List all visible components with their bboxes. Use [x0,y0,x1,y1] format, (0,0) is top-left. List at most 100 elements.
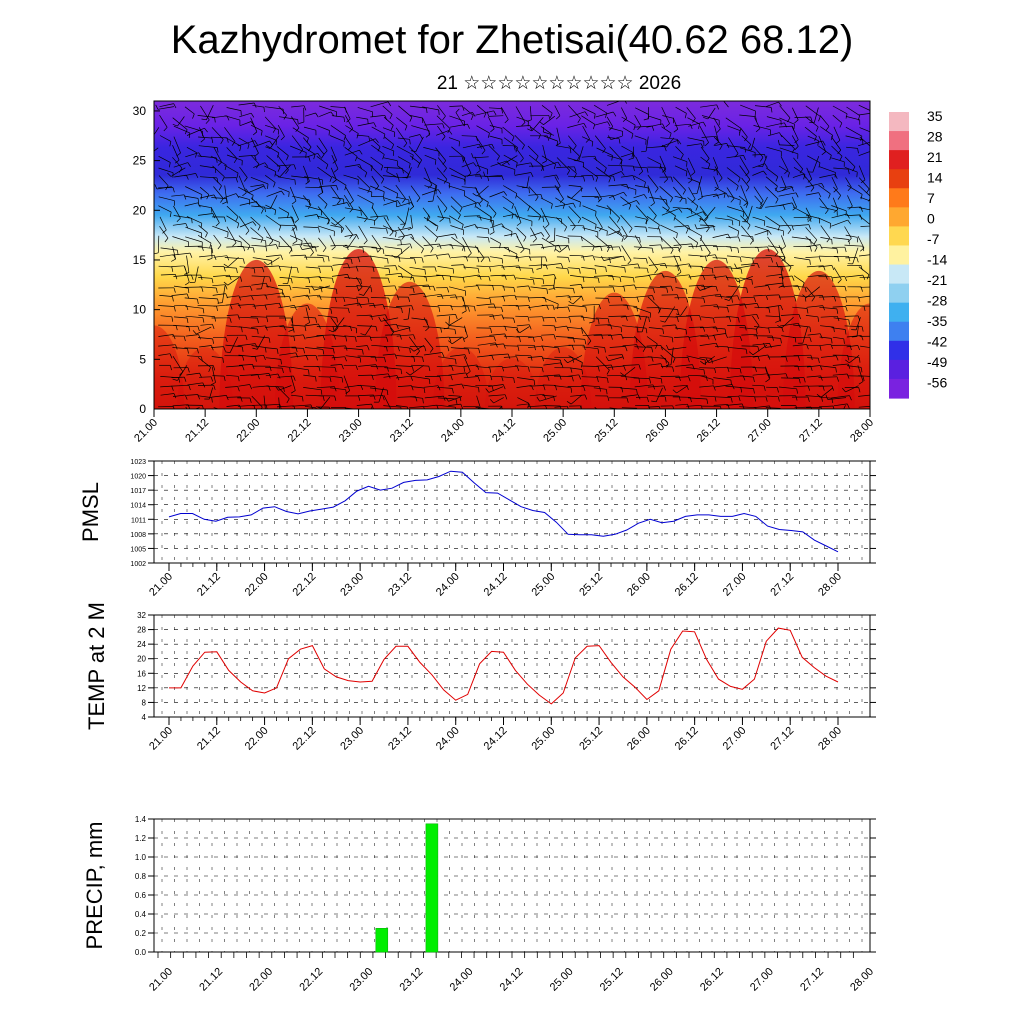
wind-barb [515,267,534,274]
wind-barb [332,202,350,208]
wind-barb [549,227,556,243]
wind-barb [251,282,269,288]
wind-barb [660,375,681,382]
wind-barb [250,137,259,157]
wind-barb [700,395,717,402]
wind-barb [445,317,463,326]
wind-barb [371,247,385,254]
wind-barb [806,214,820,224]
wind-barb [160,274,178,280]
colorbar-band [889,316,909,323]
colorbar-band [889,112,909,118]
wind-barb [753,294,769,301]
pmsl-x-tick-label: 25.00 [529,571,557,599]
wind-barb [198,213,216,219]
wind-barb [290,324,307,332]
wind-barb [740,104,756,117]
wind-barb [450,296,464,302]
wind-barb [276,146,289,161]
cs-x-tick-label: 27.12 [797,417,825,445]
cs-y-tick-label: 0 [139,402,146,416]
wind-barb [686,207,702,222]
wind-barb [752,163,768,169]
temp-y-tick-label: 20 [137,655,146,664]
wind-barb [843,405,846,409]
wind-barb [712,333,728,339]
wind-barb [198,277,214,284]
wind-barb [832,373,850,379]
wind-barb [159,226,169,243]
wind-barb [198,136,214,143]
wind-barb [159,115,168,132]
wind-barb [765,101,782,107]
wind-barb [292,286,311,294]
wind-barb [791,135,799,151]
wind-barb [502,317,516,323]
colorbar-band [889,216,909,223]
precip-x-tick-label: 21.12 [197,966,225,994]
wind-barb [674,195,687,204]
colorbar-band [889,154,909,161]
wind-barb [211,346,226,352]
wind-barb [172,252,193,258]
wind-barb [807,385,825,391]
wind-barb [238,196,250,205]
temp-x-tick-label: 24.12 [482,725,510,753]
wind-barb [463,256,480,263]
wind-barb [620,375,641,383]
wind-barb [705,356,727,364]
wind-barb [304,347,325,355]
wind-barb [251,294,268,300]
wind-barb [445,396,463,402]
colorbar-band [889,259,909,266]
wind-barb [437,216,451,224]
wind-barb [437,125,446,141]
wind-barb [488,116,495,133]
wind-barb [807,135,819,146]
wind-barb [238,216,250,235]
colorbar-label: -42 [927,334,947,350]
wind-barb [159,135,172,147]
wind-barb [503,335,521,343]
wind-barb [807,155,821,168]
precip-x-tick-label: 25.12 [598,966,626,994]
colorbar-label: 21 [927,149,943,165]
wind-barb [819,336,833,344]
colorbar-label: -7 [927,231,940,247]
colorbar-band [889,135,909,142]
wind-barb [384,294,400,300]
wind-barb [192,326,212,335]
wind-barb [250,184,266,190]
wind-barb [172,236,189,247]
wind-barb [793,294,807,302]
wind-barb [580,326,592,346]
precip-y-tick-label: 0.0 [135,948,147,957]
wind-barb [712,157,719,172]
wind-barb [699,326,718,332]
wind-barb [621,225,628,241]
wind-barb [385,334,402,340]
wind-barb [483,171,502,177]
wind-barb [740,127,748,142]
wind-barb [251,275,272,282]
wind-barb [765,407,781,409]
wind-barb [476,143,495,149]
wind-barb [224,257,245,264]
wind-barb [554,385,573,393]
wind-barb [686,315,702,321]
wind-barb [204,387,214,400]
wind-barb [553,375,574,382]
wind-barb [820,355,839,361]
temp-x-tick-label: 22.12 [291,725,319,753]
wind-barb [634,267,649,274]
wind-barb [185,404,204,409]
wind-barb [370,297,391,303]
wind-barb [370,156,384,171]
wind-barb [382,127,396,138]
wind-barb [805,140,826,146]
wind-barb [675,146,684,160]
colorbar-band [889,336,909,342]
wind-barb [740,246,760,252]
wind-barb [753,405,772,409]
temp-x-tick-label: 25.12 [577,725,605,753]
